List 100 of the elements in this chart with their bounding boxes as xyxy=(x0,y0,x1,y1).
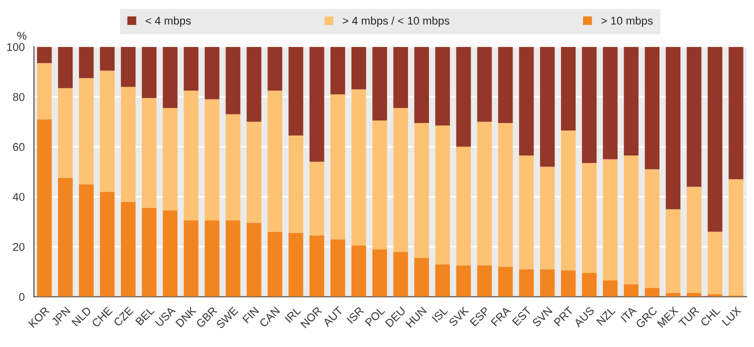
bar xyxy=(519,269,534,297)
bar xyxy=(246,122,262,223)
bar xyxy=(310,235,324,297)
bar xyxy=(58,88,73,178)
bar xyxy=(456,265,471,297)
bar xyxy=(686,186,702,293)
bar xyxy=(602,46,618,160)
x-tick-label: CHL xyxy=(700,306,721,327)
x-tick-label: IRL xyxy=(284,306,302,323)
bar xyxy=(393,108,408,252)
bar xyxy=(372,249,388,297)
bar xyxy=(351,89,366,246)
x-tick-label: NZL xyxy=(596,306,616,326)
x-tick-label: FRA xyxy=(490,306,512,326)
bar xyxy=(120,86,136,202)
bar xyxy=(708,294,722,297)
bar xyxy=(728,46,744,180)
bar xyxy=(624,284,639,297)
bar xyxy=(78,46,94,78)
x-tick-label: POL xyxy=(364,306,386,327)
bar xyxy=(288,136,304,233)
bar xyxy=(602,159,618,280)
bar xyxy=(644,169,660,288)
bar xyxy=(226,46,240,114)
bar xyxy=(162,108,178,210)
bar xyxy=(708,232,722,294)
bar xyxy=(288,46,304,136)
bar xyxy=(288,232,304,297)
bar xyxy=(435,126,450,264)
bar xyxy=(330,46,346,94)
bar xyxy=(351,245,366,297)
bar xyxy=(666,209,680,293)
x-tick-label: ISL xyxy=(432,306,448,323)
bar xyxy=(644,46,660,170)
bar xyxy=(540,166,555,270)
bar xyxy=(268,90,282,232)
bar xyxy=(246,222,262,297)
x-tick-label: BEL xyxy=(135,306,155,326)
bar xyxy=(456,146,471,266)
y-tick-label: 60 xyxy=(13,143,24,151)
y-tick-label: 80 xyxy=(13,93,24,101)
bar xyxy=(560,46,576,131)
bar xyxy=(393,46,408,108)
bar xyxy=(226,220,240,297)
bar xyxy=(78,184,94,297)
bar xyxy=(414,123,429,258)
bar xyxy=(351,46,366,90)
bar xyxy=(142,208,157,297)
bar xyxy=(330,239,346,297)
bar xyxy=(582,46,597,164)
bar xyxy=(120,202,136,297)
bar xyxy=(100,70,115,192)
x-tick-label: ITA xyxy=(620,306,637,322)
bar xyxy=(498,46,513,124)
bar xyxy=(560,270,576,297)
bar xyxy=(477,122,492,266)
x-tick-label: ISR xyxy=(346,306,364,324)
x-tick-label: USA xyxy=(154,306,176,328)
bar xyxy=(226,114,240,220)
bar xyxy=(708,46,722,232)
bar xyxy=(540,269,555,297)
bar xyxy=(686,46,702,187)
bar xyxy=(414,258,429,297)
bar xyxy=(372,46,388,121)
bar xyxy=(666,46,680,210)
legend-label: > 4 mbps / < 10 mbps xyxy=(342,16,450,27)
bar xyxy=(414,46,429,124)
bar xyxy=(120,46,136,87)
bar xyxy=(644,288,660,297)
bar xyxy=(330,94,346,240)
y-tick-label: 40 xyxy=(12,193,24,201)
bar xyxy=(435,46,450,126)
bar xyxy=(582,163,597,273)
y-tick-label: 0 xyxy=(19,292,24,301)
bar xyxy=(142,46,157,98)
bar xyxy=(37,119,52,297)
bar xyxy=(184,46,198,91)
bar xyxy=(310,162,324,236)
bar xyxy=(519,46,534,156)
bar xyxy=(624,46,639,156)
bar xyxy=(58,46,73,88)
bar xyxy=(666,292,680,297)
bar xyxy=(519,156,534,270)
bar xyxy=(624,156,639,284)
bar xyxy=(582,272,597,297)
bar xyxy=(560,130,576,270)
bar xyxy=(204,99,220,220)
y-tick-label: 100 xyxy=(7,43,24,51)
bar xyxy=(268,46,282,91)
bar xyxy=(686,292,702,297)
bar xyxy=(58,178,73,297)
bar xyxy=(204,46,220,100)
bar xyxy=(540,46,555,167)
bar xyxy=(246,46,262,122)
bar xyxy=(37,46,52,64)
bar xyxy=(393,252,408,297)
bar xyxy=(372,120,388,250)
y-tick-label: 20 xyxy=(13,242,24,251)
bar xyxy=(456,46,471,147)
legend-label: > 10 mbps xyxy=(601,16,653,27)
